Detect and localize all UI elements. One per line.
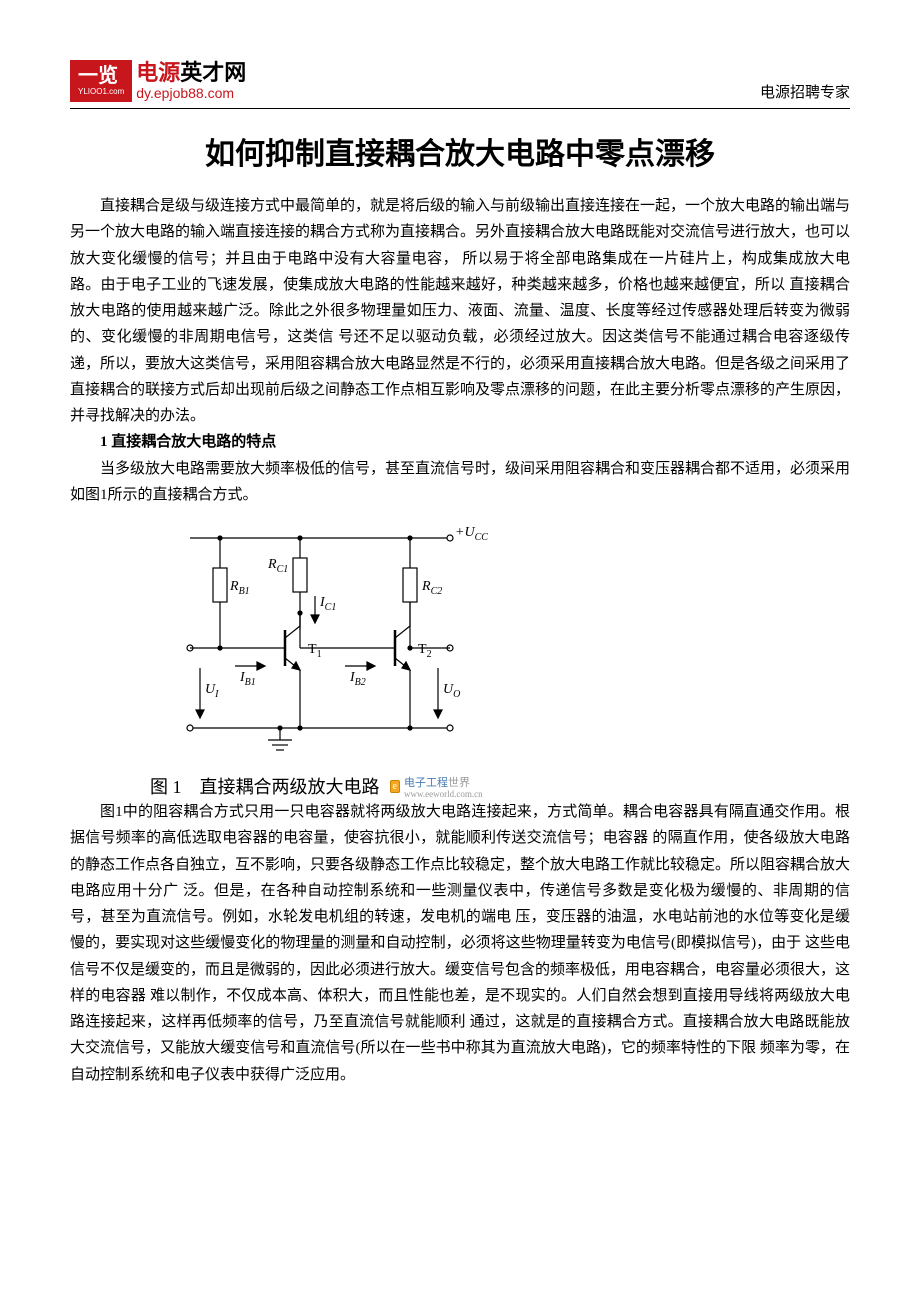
article-title: 如何抑制直接耦合放大电路中零点漂移 <box>70 129 850 173</box>
svg-text:IB2: IB2 <box>349 670 366 688</box>
svg-text:RB1: RB1 <box>229 579 250 597</box>
logo-text: 电源英才网 dy.epjob88.com <box>136 62 246 100</box>
svg-text:IC1: IC1 <box>319 595 336 613</box>
page-header: 一览 YLIOO1.com 电源英才网 dy.epjob88.com 电源招聘专… <box>70 60 850 109</box>
svg-text:RC1: RC1 <box>267 557 288 575</box>
logo-badge: 一览 YLIOO1.com <box>70 60 132 102</box>
svg-text:UI: UI <box>205 682 219 700</box>
svg-text:IB1: IB1 <box>239 670 256 688</box>
watermark-text: 电子工程世界 www.eeworld.com.cn <box>404 774 483 799</box>
section-1-paragraph-1: 当多级放大电路需要放大频率极低的信号，甚至直流信号时，级间采用阻容耦合和变压器耦… <box>70 456 850 509</box>
logo-title-black: 英才网 <box>180 60 246 85</box>
watermark: e 电子工程世界 www.eeworld.com.cn <box>390 774 483 799</box>
svg-text:T1: T1 <box>308 642 322 660</box>
svg-text:+UCC: +UCC <box>455 525 488 543</box>
logo-badge-sub: YLIOO1.com <box>78 88 124 96</box>
svg-text:RC2: RC2 <box>421 579 442 597</box>
circuit-diagram: +UCC RB1 RC1 RC2 IC1 T1 T2 IB1 IB2 UI UO <box>150 518 490 768</box>
section-1-heading: 1 直接耦合放大电路的特点 <box>70 429 850 455</box>
logo-title: 电源英才网 <box>136 62 246 84</box>
figure-1-caption: 图 1 直接耦合两级放大电路 <box>150 773 380 799</box>
watermark-badge: e <box>390 780 400 793</box>
logo-badge-text: 一览 <box>78 65 118 87</box>
svg-text:UO: UO <box>443 682 460 700</box>
logo-title-red: 电源 <box>136 60 180 85</box>
logo-url: dy.epjob88.com <box>136 86 246 100</box>
svg-text:T2: T2 <box>418 642 432 660</box>
logo-area: 一览 YLIOO1.com 电源英才网 dy.epjob88.com <box>70 60 246 102</box>
header-tag: 电源招聘专家 <box>760 81 850 102</box>
figure-1: +UCC RB1 RC1 RC2 IC1 T1 T2 IB1 IB2 UI UO <box>150 518 850 768</box>
section-1-paragraph-2: 图1中的阻容耦合方式只用一只电容器就将两级放大电路连接起来，方式简单。耦合电容器… <box>70 799 850 1088</box>
intro-paragraph: 直接耦合是级与级连接方式中最简单的，就是将后级的输入与前级输出直接连接在一起，一… <box>70 193 850 429</box>
figure-1-caption-row: 图 1 直接耦合两级放大电路 e 电子工程世界 www.eeworld.com.… <box>150 773 850 799</box>
